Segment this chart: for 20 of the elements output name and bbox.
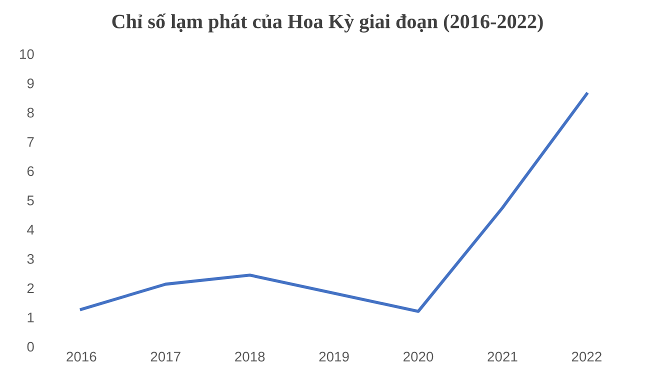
x-tick-label: 2018: [235, 352, 265, 362]
x-tick-label: 2022: [572, 352, 602, 362]
y-tick-label: 4: [27, 224, 34, 234]
y-tick-label: 5: [27, 196, 34, 206]
y-tick-label: 6: [27, 166, 34, 176]
y-tick-label: 3: [27, 254, 34, 264]
y-tick-label: 7: [27, 137, 34, 147]
y-tick-label: 0: [27, 342, 34, 352]
y-tick-label: 2: [27, 283, 34, 294]
y-tick-label: 8: [27, 108, 34, 118]
y-tick-label: 1: [28, 312, 34, 322]
x-tick-label: 2019: [319, 352, 349, 362]
x-tick-label: 2016: [66, 352, 96, 362]
chart-title: Chỉ số lạm phát của Hoa Kỳ giai đoạn (2016-2022): [112, 13, 543, 33]
x-tick-label: 2020: [404, 352, 434, 362]
line-series: [80, 92, 588, 313]
y-tick-label: 10: [20, 49, 34, 60]
x-tick-label: 2021: [488, 352, 518, 362]
x-tick-label: 2017: [150, 352, 180, 362]
y-tick-label: 9: [27, 78, 34, 88]
